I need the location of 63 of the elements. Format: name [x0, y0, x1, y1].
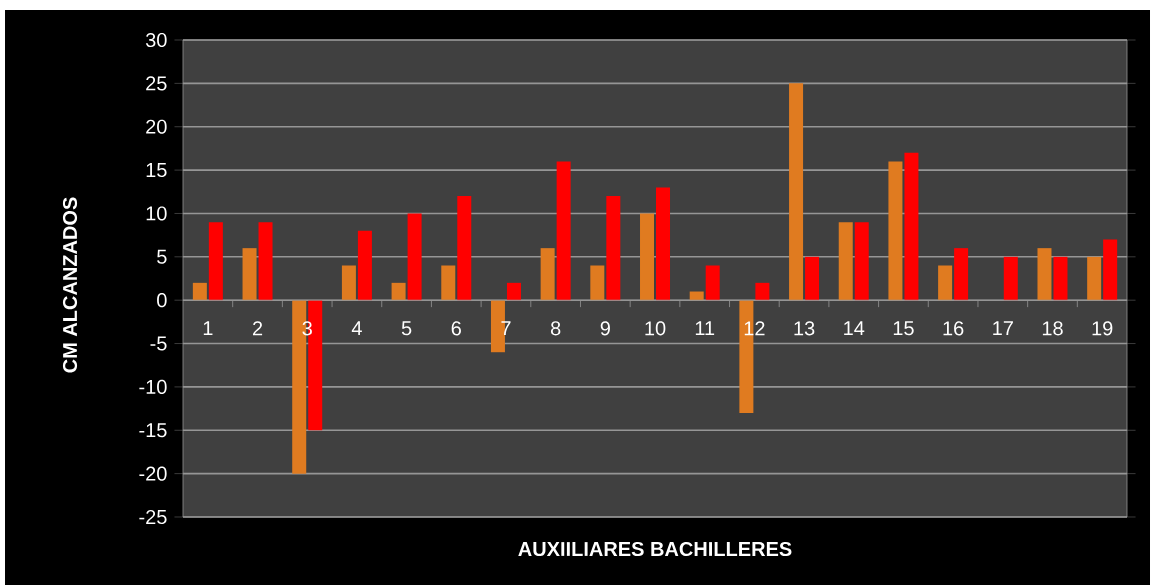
- y-tick-label: 10: [146, 206, 167, 221]
- y-tick-label: -20: [139, 466, 167, 481]
- y-axis-title: CM ALCANZADOS: [62, 197, 78, 373]
- bar: [1103, 239, 1118, 301]
- bar: [755, 282, 770, 301]
- bar: [606, 196, 621, 301]
- x-tick-label: 17: [993, 321, 1013, 336]
- y-tick-label: -10: [139, 379, 167, 394]
- x-tick-label: 4: [351, 321, 362, 336]
- bar: [1087, 256, 1102, 301]
- y-tick-label: 20: [146, 119, 167, 134]
- bar: [556, 161, 571, 301]
- y-tick-label: 5: [157, 249, 167, 264]
- x-tick-label: 9: [600, 321, 610, 336]
- x-tick-label: 16: [943, 321, 964, 336]
- bar: [1003, 256, 1018, 301]
- bar: [904, 152, 919, 301]
- y-tick-label: 25: [146, 76, 167, 91]
- bar: [954, 248, 969, 301]
- y-tick-label: 0: [157, 293, 167, 308]
- bar: [590, 265, 605, 301]
- x-tick-label: 10: [645, 321, 666, 336]
- x-tick-label: 1: [203, 321, 213, 336]
- bar: [888, 161, 903, 301]
- x-tick-label: 11: [695, 321, 715, 336]
- y-tick-label: -25: [139, 509, 167, 525]
- x-tick-label: 18: [1042, 321, 1063, 336]
- bar: [391, 282, 406, 301]
- bar: [192, 282, 207, 301]
- bar: [407, 213, 422, 301]
- bar: [506, 282, 521, 301]
- bar: [1053, 256, 1068, 301]
- x-tick-label: 13: [794, 321, 815, 336]
- bar: [357, 230, 372, 301]
- bar: [805, 256, 820, 301]
- x-tick-label: 19: [1092, 321, 1113, 336]
- x-tick-label: 15: [893, 321, 914, 336]
- bar: [838, 222, 853, 301]
- bar: [457, 196, 472, 301]
- bar: [258, 222, 273, 301]
- x-tick-label: 2: [252, 321, 263, 336]
- x-tick-label: 14: [844, 321, 865, 336]
- x-tick-label: 8: [550, 321, 561, 336]
- bar: [441, 265, 456, 301]
- bar: [640, 213, 655, 301]
- y-tick-label: -5: [150, 336, 167, 351]
- bar: [1037, 248, 1052, 301]
- bar: [938, 265, 953, 301]
- y-tick-label: 30: [145, 32, 167, 48]
- bar: [208, 222, 223, 301]
- bar: [341, 265, 356, 301]
- x-axis-title: AUXIILIARES BACHILLERES: [518, 541, 792, 557]
- bar: [242, 248, 257, 301]
- bar: [789, 83, 804, 301]
- bar: [854, 222, 869, 301]
- y-tick-label: -15: [139, 423, 167, 438]
- x-tick-label: 6: [451, 321, 461, 336]
- x-tick-label: 5: [401, 321, 412, 336]
- bar: [656, 187, 671, 301]
- bar: [705, 265, 720, 301]
- bar: [540, 248, 555, 301]
- y-tick-label: 15: [146, 163, 167, 178]
- bar: [689, 291, 704, 301]
